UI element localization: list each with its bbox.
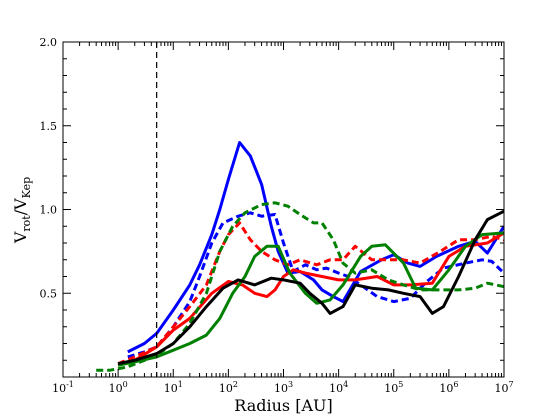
x-tick-label-3: 103 xyxy=(274,380,293,395)
series-line-green-dashed-5 xyxy=(96,201,504,372)
series-layer xyxy=(96,141,504,372)
x-tick-label-exponent: 7 xyxy=(508,380,513,389)
x-axis-label: Radius [AU] xyxy=(234,396,332,415)
x-tick-label-exponent: 0 xyxy=(123,380,128,389)
y-tick-label-0-5: 0.5 xyxy=(40,287,58,300)
plot-frame xyxy=(62,41,505,378)
series-line-red-dashed-3 xyxy=(117,221,504,365)
x-tick-label-exponent: 1 xyxy=(178,380,183,389)
x-tick-label-1: 101 xyxy=(164,380,183,395)
x-tick-label-base: 10 xyxy=(219,382,233,395)
y-axis-label-kep: Kep xyxy=(20,177,33,198)
series-line-black-solid-6 xyxy=(117,209,504,366)
x-tick-label-exponent: 5 xyxy=(398,380,403,389)
x-tick-label-base: 10 xyxy=(164,382,178,395)
x-tick-label-base: 10 xyxy=(109,382,123,395)
x-tick-label-6: 106 xyxy=(439,380,458,395)
x-tick-label-exponent: 6 xyxy=(453,380,458,389)
y-tick-label-1-0: 1.0 xyxy=(40,204,58,217)
x-tick-label-exponent: -1 xyxy=(66,380,74,389)
x-tick-label-7: 107 xyxy=(494,380,513,395)
y-axis-label: Vrot/VKep xyxy=(11,177,33,244)
x-tick-label-exponent: 4 xyxy=(343,380,348,389)
x-tick-label-base: 10 xyxy=(384,382,398,395)
x-tick-label-2: 102 xyxy=(219,380,238,395)
x-tick-label-exponent: 3 xyxy=(288,380,293,389)
x-tick-label-base: 10 xyxy=(439,382,453,395)
x-tick-label-base: 10 xyxy=(329,382,343,395)
x-tick-label-5: 105 xyxy=(384,380,403,395)
y-axis-label-slash: /V xyxy=(11,198,30,215)
x-tick-label-1: 10-1 xyxy=(52,380,74,395)
x-tick-label-base: 10 xyxy=(494,382,508,395)
y-axis-label-v: V xyxy=(11,231,30,244)
y-tick-label-1-5: 1.5 xyxy=(40,120,58,133)
x-tick-label-0: 100 xyxy=(109,380,128,395)
x-tick-label-base: 10 xyxy=(52,382,66,395)
series-line-blue-dashed-1 xyxy=(127,211,504,359)
series-line-red-solid-2 xyxy=(117,231,504,367)
x-tick-label-4: 104 xyxy=(329,380,348,395)
y-tick-label-2-0: 2.0 xyxy=(40,36,58,49)
y-axis-label-rot: rot xyxy=(20,215,33,232)
x-tick-label-exponent: 2 xyxy=(233,380,238,389)
x-tick-label-base: 10 xyxy=(274,382,288,395)
